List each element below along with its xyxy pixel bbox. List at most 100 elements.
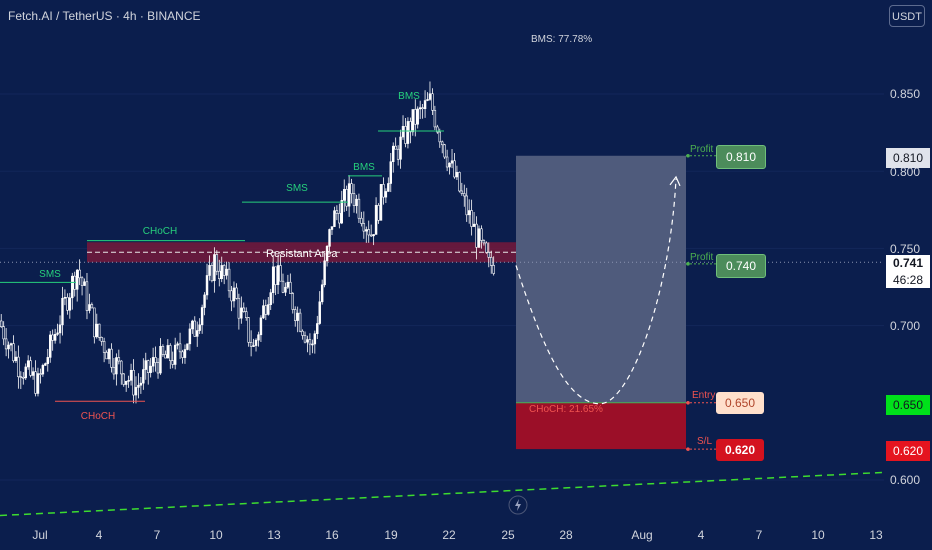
candle-body-68 [166, 345, 170, 359]
candle-body-92 [225, 268, 228, 276]
candle-body-18 [44, 363, 47, 366]
choch-label: CHoCH [142, 226, 178, 237]
candle-body-100 [245, 311, 248, 319]
candle-body-117 [286, 281, 290, 288]
candle-body-6 [14, 356, 18, 362]
candle-body-124 [303, 335, 307, 343]
profit-zone [516, 155, 686, 403]
candle-body-129 [316, 323, 319, 335]
candle-body-32 [78, 269, 81, 279]
candle-body-76 [186, 343, 189, 350]
target-dot-0 [686, 153, 690, 158]
candle-body-147 [360, 217, 363, 224]
target-dot-3 [686, 447, 690, 451]
candle-body-35 [85, 281, 89, 311]
candle-body-149 [365, 229, 368, 232]
candle-body-130 [318, 301, 321, 324]
target-dot-2 [686, 401, 690, 405]
candle-body-108 [264, 305, 268, 315]
candle-body-182 [445, 156, 449, 168]
x-tick-jul-16: 16 [325, 528, 339, 542]
candle-body-20 [48, 334, 52, 358]
candle-body-112 [274, 266, 277, 285]
candle-body-88 [215, 254, 219, 272]
candle-body-8 [19, 376, 23, 379]
candle-body-64 [156, 362, 160, 374]
y-tick-0750: 0.750 [890, 242, 921, 256]
candle-body-36 [88, 304, 91, 311]
candle-body-87 [213, 254, 216, 282]
candle-body-180 [440, 141, 444, 146]
target-tag-profit-1: 0.810 [716, 145, 766, 169]
bms-label: BMS [353, 162, 375, 173]
candle-body-165 [404, 126, 407, 144]
candle-body-25 [61, 298, 64, 326]
candle-body-119 [291, 293, 295, 310]
x-tick-aug-10: 10 [811, 528, 825, 542]
candle-body-70 [171, 360, 174, 365]
candle-body-0 [0, 320, 3, 327]
resistance-label: Resistant Area [266, 248, 338, 260]
candle-body-19 [46, 357, 49, 364]
candle-body-136 [333, 210, 336, 227]
candle-body-33 [80, 277, 84, 286]
choch-low-label: CHoCH [80, 411, 116, 422]
candle-body-157 [384, 191, 388, 198]
x-tick-aug-7: 7 [755, 528, 763, 542]
candle-body-161 [394, 145, 397, 150]
candle-body-196 [480, 228, 483, 241]
candle-body-187 [458, 172, 461, 192]
candle-body-123 [301, 330, 304, 336]
profit-label-1: Profit [690, 144, 714, 155]
lightning-icon[interactable] [515, 499, 521, 511]
candle-body-97 [237, 298, 241, 319]
candle-body-22 [53, 334, 57, 341]
candle-body-111 [271, 266, 275, 293]
candle-body-53 [129, 369, 133, 381]
candle-body-75 [183, 349, 187, 358]
y-tick-0600: 0.600 [890, 473, 921, 487]
candle-body-42 [102, 341, 106, 353]
price-tag-0620: 0.620 [886, 441, 930, 461]
candle-body-159 [389, 161, 393, 184]
candle-body-193 [472, 223, 476, 227]
candle-body-164 [401, 126, 405, 138]
candle-body-91 [222, 265, 226, 276]
candle-body-57 [139, 382, 143, 386]
currency-button[interactable]: USDT [889, 5, 925, 27]
entry-label: Entry [692, 390, 716, 401]
candle-body-146 [357, 198, 361, 219]
loss-zone [516, 402, 686, 450]
candle-body-155 [379, 184, 383, 221]
candle-body-166 [406, 121, 410, 144]
candle-body-69 [169, 345, 172, 362]
candle-body-114 [279, 265, 282, 282]
candle-body-82 [200, 307, 204, 326]
candle-body-72 [176, 343, 179, 346]
candle-body-73 [178, 343, 182, 353]
candle-body-167 [409, 121, 412, 133]
candle-body-49 [120, 360, 123, 375]
candle-body-45 [110, 348, 113, 368]
projection-arrowhead [669, 175, 681, 187]
candle-body-63 [154, 357, 157, 363]
candle-body-95 [232, 287, 236, 302]
candle-body-154 [377, 205, 380, 221]
candle-body-50 [122, 373, 125, 385]
candle-body-195 [477, 228, 481, 248]
candle-body-98 [240, 307, 243, 319]
sms-label-2: SMS [286, 183, 308, 194]
candle-body-37 [90, 304, 94, 309]
candle-body-2 [4, 338, 8, 350]
candle-body-170 [416, 108, 419, 125]
candle-body-65 [159, 346, 162, 374]
target-connectors [686, 153, 716, 451]
candle-body-51 [124, 380, 128, 385]
candle-body-199 [487, 252, 491, 258]
candle-body-143 [350, 183, 353, 194]
candle-body-39 [95, 323, 98, 338]
candle-body-190 [465, 195, 468, 216]
candle-body-151 [369, 234, 373, 237]
candle-body-144 [352, 193, 356, 206]
